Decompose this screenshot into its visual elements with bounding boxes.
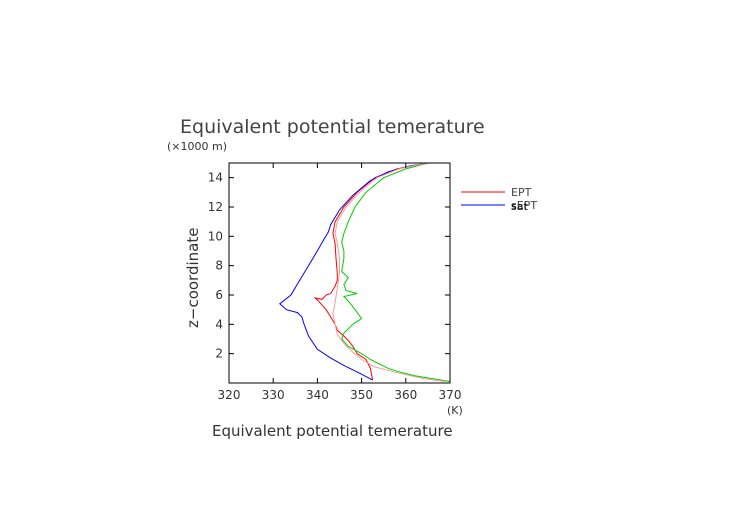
x-tick-label: 340: [306, 388, 329, 402]
y-axis-label: z−coordinate: [184, 228, 202, 328]
x-axis-label: Equivalent potential temerature: [212, 422, 453, 440]
y-tick-label: 8: [215, 259, 223, 273]
series-layer: [279, 162, 451, 382]
x-tick-label: 320: [218, 388, 241, 402]
plot-frame: [228, 162, 451, 384]
y-tick-label: 4: [215, 317, 223, 331]
x-tick-label: 330: [262, 388, 285, 402]
legend-label: sEPT: [511, 199, 537, 212]
y-tick-label: 12: [208, 200, 223, 214]
series-line-4: [332, 162, 446, 382]
ticks-layer: 320 330 340 350 360 370 2 4 6 8 10 12 14: [208, 163, 462, 402]
x-tick-label: 370: [439, 388, 462, 402]
series-line-3: [279, 162, 428, 381]
series-line-1: [313, 162, 428, 381]
legend-label: sat: [511, 200, 528, 213]
x-tick-label: 360: [394, 388, 417, 402]
x-axis-unit: (K): [447, 404, 463, 417]
y-axis-unit: (×1000 m): [167, 140, 227, 153]
y-tick-label: 14: [208, 171, 223, 185]
legend-label: EPT: [511, 186, 532, 199]
x-tick-label: 350: [350, 388, 373, 402]
y-tick-label: 10: [208, 229, 223, 243]
chart-title: Equivalent potential temerature: [180, 116, 485, 138]
y-tick-label: 2: [215, 347, 223, 361]
y-tick-label: 6: [215, 288, 223, 302]
series-line-2: [341, 162, 451, 382]
